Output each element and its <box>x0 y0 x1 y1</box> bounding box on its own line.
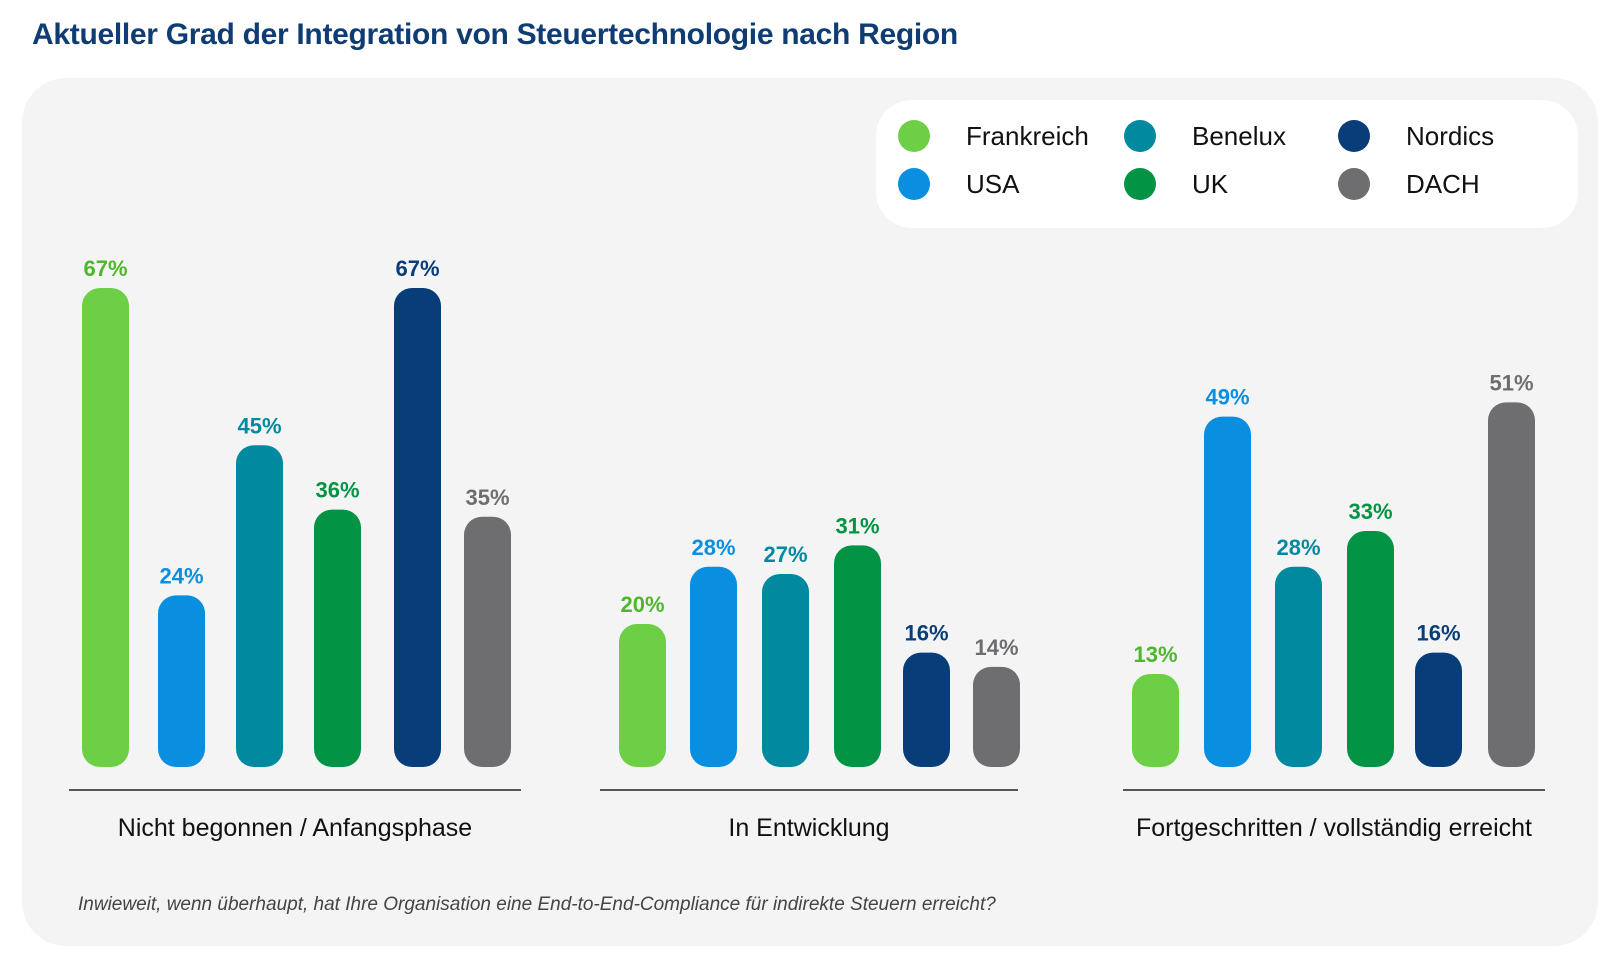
data-label-frankreich-1: 67% <box>83 256 127 281</box>
legend-swatch-dach <box>1338 168 1370 200</box>
bar-usa-2 <box>690 566 737 767</box>
bar-usa-1 <box>158 595 205 767</box>
data-label-dach-1: 35% <box>465 485 509 510</box>
category-label-1: Nicht begonnen / Anfangsphase <box>118 814 472 842</box>
category-label-2: In Entwicklung <box>728 814 889 842</box>
legend: Frankreich Benelux Nordics USA UK DACH <box>876 100 1578 228</box>
bar-nordics-3 <box>1415 652 1462 767</box>
data-label-uk-1: 36% <box>315 478 359 503</box>
bar-uk-2 <box>834 545 881 767</box>
data-label-usa-2: 28% <box>691 535 735 560</box>
legend-swatch-usa <box>898 168 930 200</box>
legend-label-benelux: Benelux <box>1192 120 1286 151</box>
data-label-dach-3: 51% <box>1489 370 1533 395</box>
legend-item-dach: DACH <box>1338 168 1480 200</box>
chart-title: Aktueller Grad der Integration von Steue… <box>32 18 958 51</box>
legend-label-usa: USA <box>966 168 1020 199</box>
bar-nordics-1 <box>394 287 441 767</box>
data-label-dach-2: 14% <box>974 635 1018 660</box>
data-label-benelux-2: 27% <box>763 542 807 567</box>
bar-usa-3 <box>1204 416 1251 767</box>
bar-uk-1 <box>314 509 361 767</box>
bar-benelux-1 <box>236 445 283 767</box>
data-label-usa-3: 49% <box>1205 385 1249 410</box>
data-label-nordics-3: 16% <box>1416 621 1460 646</box>
category-label-3: Fortgeschritten / vollständig erreicht <box>1136 814 1532 842</box>
legend-label-dach: DACH <box>1406 168 1480 199</box>
bar-benelux-3 <box>1275 566 1322 767</box>
legend-item-frankreich: Frankreich <box>898 120 1089 152</box>
data-label-nordics-2: 16% <box>904 621 948 646</box>
bar-frankreich-3 <box>1132 674 1179 767</box>
legend-item-usa: USA <box>898 168 1019 200</box>
bar-frankreich-2 <box>619 624 666 767</box>
data-label-frankreich-2: 20% <box>620 592 664 617</box>
bar-dach-2 <box>973 666 1020 767</box>
legend-label-uk: UK <box>1192 168 1229 199</box>
legend-item-nordics: Nordics <box>1338 120 1494 152</box>
bar-nordics-2 <box>903 652 950 767</box>
legend-swatch-uk <box>1124 168 1156 200</box>
legend-swatch-nordics <box>1338 120 1370 152</box>
bar-frankreich-1 <box>82 287 129 767</box>
footnote: Inwieweit, wenn überhaupt, hat Ihre Orga… <box>78 894 996 915</box>
data-label-uk-3: 33% <box>1348 499 1392 524</box>
data-label-uk-2: 31% <box>835 513 879 538</box>
legend-swatch-frankreich <box>898 120 930 152</box>
data-label-usa-1: 24% <box>159 563 203 588</box>
data-label-frankreich-3: 13% <box>1133 642 1177 667</box>
legend-swatch-benelux <box>1124 120 1156 152</box>
legend-label-frankreich: Frankreich <box>966 120 1089 151</box>
bar-dach-1 <box>464 516 511 767</box>
data-label-nordics-1: 67% <box>395 256 439 281</box>
bar-uk-3 <box>1347 531 1394 767</box>
legend-item-benelux: Benelux <box>1124 120 1286 152</box>
bar-dach-3 <box>1488 402 1535 767</box>
legend-label-nordics: Nordics <box>1406 120 1495 151</box>
data-label-benelux-1: 45% <box>237 413 281 438</box>
data-label-benelux-3: 28% <box>1276 535 1320 560</box>
bar-benelux-2 <box>762 573 809 767</box>
legend-item-uk: UK <box>1124 168 1228 200</box>
